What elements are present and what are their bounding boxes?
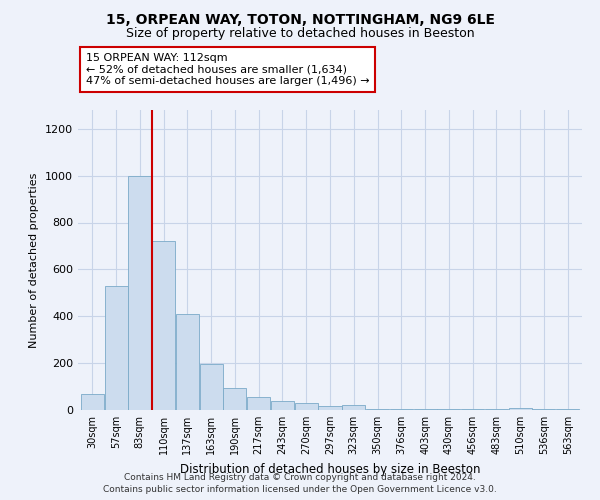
- Bar: [104, 286, 128, 410]
- Text: Contains HM Land Registry data © Crown copyright and database right 2024.: Contains HM Land Registry data © Crown c…: [124, 472, 476, 482]
- X-axis label: Distribution of detached houses by size in Beeston: Distribution of detached houses by size …: [180, 462, 480, 475]
- Text: 15 ORPEAN WAY: 112sqm
← 52% of detached houses are smaller (1,634)
47% of semi-d: 15 ORPEAN WAY: 112sqm ← 52% of detached …: [86, 53, 369, 86]
- Bar: [342, 406, 365, 410]
- Bar: [128, 176, 151, 410]
- Bar: [295, 403, 318, 410]
- Y-axis label: Number of detached properties: Number of detached properties: [29, 172, 40, 348]
- Bar: [319, 406, 341, 410]
- Text: Size of property relative to detached houses in Beeston: Size of property relative to detached ho…: [125, 28, 475, 40]
- Text: Contains public sector information licensed under the Open Government Licence v3: Contains public sector information licen…: [103, 485, 497, 494]
- Bar: [247, 396, 270, 410]
- Text: 15, ORPEAN WAY, TOTON, NOTTINGHAM, NG9 6LE: 15, ORPEAN WAY, TOTON, NOTTINGHAM, NG9 6…: [106, 12, 494, 26]
- Bar: [223, 388, 247, 410]
- Bar: [509, 408, 532, 410]
- Bar: [152, 242, 175, 410]
- Bar: [81, 394, 104, 410]
- Bar: [271, 400, 294, 410]
- Bar: [200, 364, 223, 410]
- Bar: [176, 314, 199, 410]
